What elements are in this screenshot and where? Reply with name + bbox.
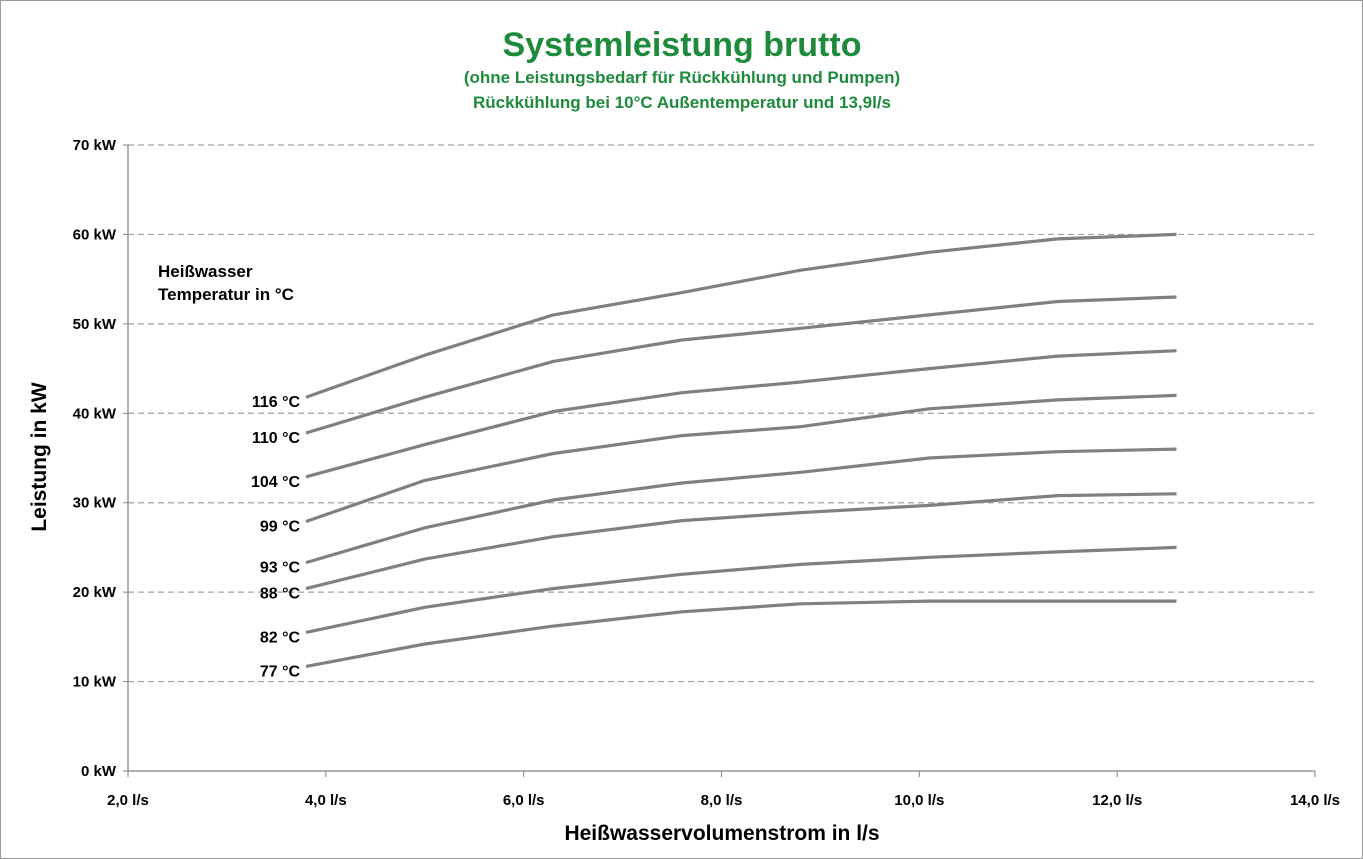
series-label: 82 °C — [260, 629, 301, 646]
series-line — [306, 601, 1177, 666]
series-line — [306, 234, 1177, 397]
x-tick-label: 10,0 l/s — [894, 792, 944, 809]
y-axis-title: Leistung in kW — [28, 382, 51, 532]
series-line — [306, 547, 1177, 632]
x-axis-title: Heißwasservolumenstrom in l/s — [564, 822, 879, 845]
chart-subtitle-1: (ohne Leistungsbedarf für Rückkühlung un… — [464, 68, 900, 87]
y-tick-label: 10 kW — [73, 674, 117, 691]
y-tick-label: 40 kW — [73, 405, 117, 422]
series-label: 77 °C — [260, 663, 301, 680]
series-label: 110 °C — [252, 430, 301, 447]
x-tick-label: 12,0 l/s — [1092, 792, 1142, 809]
annotation-line-2: Temperatur in °C — [158, 285, 294, 304]
x-tick-label: 4,0 l/s — [305, 792, 347, 809]
series-label: 93 °C — [260, 560, 301, 577]
series-label: 104 °C — [251, 474, 301, 491]
y-tick-label: 30 kW — [73, 495, 117, 512]
x-tick-label: 14,0 l/s — [1290, 792, 1340, 809]
chart-subtitle-2: Rückkühlung bei 10°C Außentemperatur und… — [473, 93, 891, 112]
x-tick-label: 8,0 l/s — [701, 792, 743, 809]
chart-title: Systemleistung brutto — [503, 26, 862, 64]
y-tick-label: 70 kW — [73, 137, 117, 154]
series-lines — [306, 234, 1177, 666]
y-tick-label: 0 kW — [81, 763, 117, 780]
y-tick-label: 50 kW — [73, 316, 117, 333]
y-tick-label: 20 kW — [73, 584, 117, 601]
series-label: 99 °C — [260, 518, 301, 535]
series-line — [306, 449, 1177, 562]
series-label: 116 °C — [252, 394, 301, 411]
y-tick-label: 60 kW — [73, 226, 117, 243]
series-line — [306, 297, 1177, 433]
x-tick-label: 2,0 l/s — [107, 792, 149, 809]
series-line — [306, 494, 1177, 589]
series-label: 88 °C — [260, 586, 301, 603]
x-tick-label: 6,0 l/s — [503, 792, 545, 809]
annotation-line-1: Heißwasser — [158, 262, 253, 281]
series-labels: 116 °C 110 °C 104 °C 99 °C 93 °C 88 °C 82 °C 77… — [251, 394, 301, 680]
